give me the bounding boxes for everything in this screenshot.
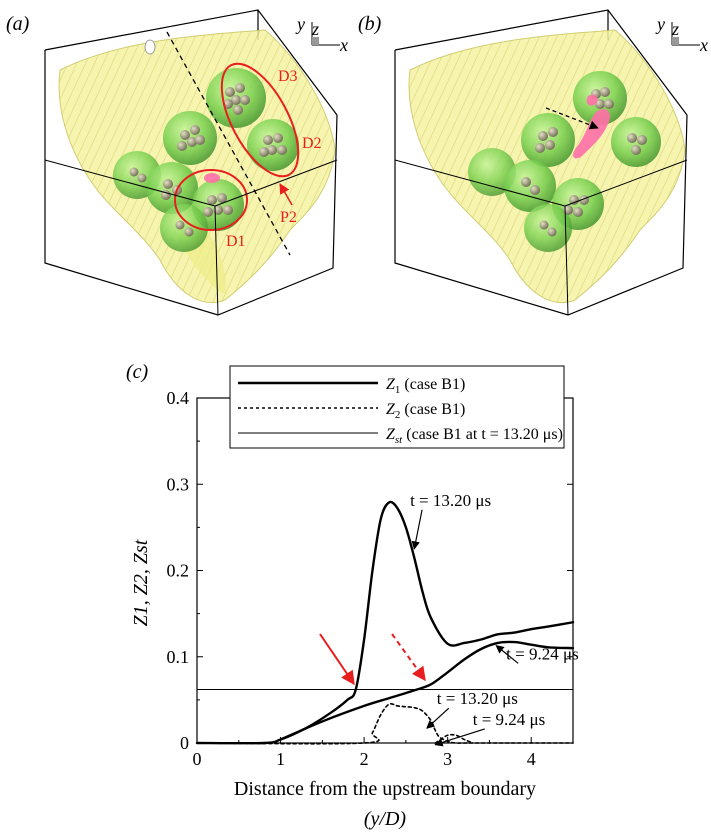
axis-x-label: x: [339, 35, 348, 55]
axis-z-label: z: [311, 19, 319, 39]
axis-y-label: y: [295, 14, 305, 34]
series-line-1: [279, 640, 575, 741]
y-tick-label: 0.1: [167, 647, 190, 667]
y-tick-label: 0.4: [167, 388, 190, 408]
x-tick-label: 4: [527, 749, 536, 769]
panel-c: (c) 0 1 2 3 4 0 0.1 0.2 0.3 0.4 t = 13.20 μs t = 9…: [126, 361, 579, 830]
y-tick-label: 0.2: [167, 561, 190, 581]
y-tick-label: 0: [180, 733, 189, 753]
x-axis-title: Distance from the upstream boundary: [234, 778, 536, 800]
domain-box-front-b: [394, 50, 688, 316]
x-tick-label: 3: [443, 749, 452, 769]
legend: Z1 (case B1) Z2 (case B1) Zst (case B1 a…: [229, 365, 565, 449]
legend-item-z2: Z2 (case B1): [386, 401, 465, 421]
panel-b-label: (b): [358, 13, 382, 35]
panel-b: (b) y z x: [358, 9, 708, 316]
x-tick-label: 1: [276, 749, 285, 769]
annotation-3: t = 9.24 μs: [473, 710, 546, 729]
annotation-2: t = 13.20 μs: [437, 689, 518, 708]
annotation-arrow-3: [434, 728, 485, 747]
domain-box-front-a: [44, 50, 338, 316]
label-P2: P2: [280, 209, 297, 226]
x-tick-label: 0: [193, 749, 202, 769]
legend-item-zst: Zst (case B1 at t = 13.20 μs): [386, 426, 563, 446]
x-tick-label: 2: [360, 749, 369, 769]
series-line-3: [434, 733, 474, 744]
axis-y-label-b: y: [655, 14, 665, 34]
annotation-0: t = 13.20 μs: [410, 491, 491, 510]
legend-item-z1: Z1 (case B1): [386, 376, 465, 396]
annotation-arrow-2: [426, 707, 450, 729]
label-D1: D1: [226, 233, 246, 250]
annotations-a: D1 D2 D3 P2: [174, 62, 322, 250]
panel-c-label: (c): [126, 361, 149, 383]
label-D3: D3: [278, 68, 298, 85]
axis-triad-a: y z x: [295, 14, 348, 55]
annotation-arrow-1: [495, 645, 519, 664]
axis-triad-b: y z x: [655, 14, 708, 55]
y-tick-label: 0.3: [167, 474, 190, 494]
red-arrow-dashed: [391, 633, 426, 682]
series-line-0: [195, 500, 575, 745]
legend-box: [229, 365, 565, 449]
panel-a: (a) y z x: [6, 9, 348, 316]
axis-x-label-b: x: [699, 35, 708, 55]
arrow-b: [545, 107, 599, 130]
chart-annotations: t = 13.20 μs t = 9.24 μs t = 13.20 μs t = 9…: [410, 491, 579, 747]
panel-a-label: (a): [6, 13, 30, 35]
label-D2: D2: [302, 135, 322, 152]
annotation-arrow-0: [411, 509, 423, 550]
x-axis-unit: (y/D): [364, 808, 407, 830]
y-axis-title: Z1, Z2, Zst: [130, 539, 152, 626]
annotation-1: t = 9.24 μs: [506, 644, 579, 663]
axis-z-label-b: z: [671, 19, 679, 39]
red-arrow-solid: [319, 633, 355, 686]
droplets-b: [468, 71, 661, 252]
sampling-line-a: [166, 31, 291, 256]
